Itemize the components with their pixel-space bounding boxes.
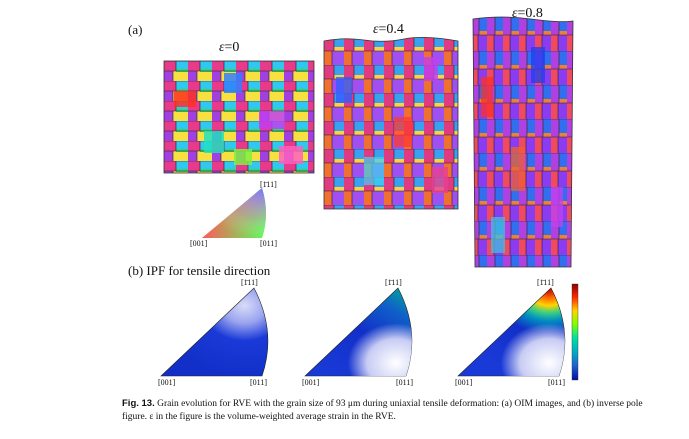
caption-text: Grain evolution for RVE with the grain s…: [122, 399, 643, 422]
ipf-plot-strain-0.4: [304, 287, 413, 377]
panel-a-label: (a): [128, 22, 143, 37]
ipf1-tick-right: [011]: [250, 378, 268, 387]
oim-map-strain-0.8: [472, 16, 574, 268]
figure-label: Fig. 13.: [122, 398, 155, 409]
strain-value: =0: [224, 40, 240, 55]
figure-caption: Fig. 13. Grain evolution for RVE with th…: [122, 398, 667, 423]
strain-label-2: ε=0.8: [512, 6, 543, 22]
strain-value: =0.4: [378, 22, 404, 37]
ipf-color-legend: [202, 188, 266, 238]
strain-symbol: ε: [512, 6, 518, 21]
ipf2-tick-left: [001]: [302, 378, 320, 387]
oim-map-strain-0: [163, 60, 315, 174]
legend-tick-top: [1̄11]: [260, 180, 277, 189]
ipf-plot-strain-0.8: [457, 287, 566, 377]
ipf-plot-strain-0: [160, 287, 269, 377]
strain-value: =0.8: [517, 6, 543, 21]
colorbar: [571, 283, 579, 381]
ipf1-tick-left: [001]: [158, 378, 176, 387]
ipf3-tick-left: [001]: [455, 378, 473, 387]
strain-symbol: ε: [373, 22, 379, 37]
ipf3-tick-top: [1̄11]: [537, 278, 554, 287]
strain-label-1: ε=0.4: [373, 22, 404, 38]
ipf2-tick-top: [1̄11]: [385, 278, 402, 287]
ipf3-tick-right: [011]: [548, 378, 566, 387]
strain-label-0: ε=0: [219, 40, 239, 56]
ipf2-tick-right: [011]: [396, 378, 414, 387]
legend-tick-left: [001]: [190, 239, 208, 248]
ipf1-tick-top: [1̄11]: [241, 278, 258, 287]
strain-symbol: ε: [219, 40, 225, 55]
panel-b-label: (b) IPF for tensile direction: [128, 263, 271, 278]
legend-tick-right: [011]: [260, 239, 278, 248]
oim-map-strain-0.4: [323, 37, 459, 210]
